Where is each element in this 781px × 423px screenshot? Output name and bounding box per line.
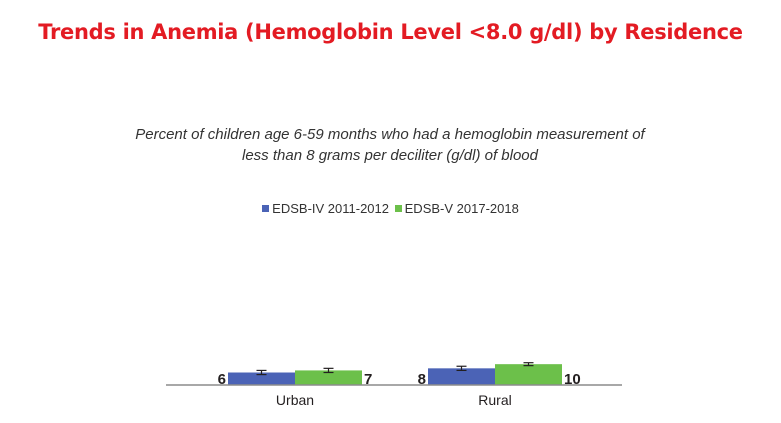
bar-rural-series-2 xyxy=(495,364,562,385)
bar-rural-series-1 xyxy=(428,368,495,385)
data-label-rural-series-1: 8 xyxy=(418,371,426,388)
data-label-urban-series-2: 7 xyxy=(364,371,372,388)
legend-label-edsb-v: EDSB-V 2017-2018 xyxy=(404,201,519,216)
bar-urban-series-2 xyxy=(295,370,362,385)
category-label-urban: Urban xyxy=(276,392,314,408)
category-label-rural: Rural xyxy=(478,392,511,408)
legend-swatch-edsb-v xyxy=(394,205,402,212)
chart-title: Trends in Anemia (Hemoglobin Level <8.0 … xyxy=(38,20,743,44)
legend-swatch-edsb-iv xyxy=(262,205,270,212)
legend-label-edsb-iv: EDSB-IV 2011-2012 xyxy=(272,201,390,216)
legend-item-edsb-v: EDSB-V 2017-2018 xyxy=(394,201,519,216)
data-label-urban-series-1: 6 xyxy=(218,371,226,388)
subtitle-line-1: Percent of children age 6-59 months who … xyxy=(135,126,645,143)
chart-subtitle: Percent of children age 6-59 months who … xyxy=(90,124,690,166)
legend-item-edsb-iv: EDSB-IV 2011-2012 xyxy=(262,201,389,216)
bar-urban-series-1 xyxy=(228,372,295,385)
subtitle-line-2: less than 8 grams per deciliter (g/dl) o… xyxy=(242,147,538,164)
data-label-rural-series-2: 10 xyxy=(564,371,581,388)
chart-legend: EDSB-IV 2011-2012 EDSB-V 2017-2018 xyxy=(0,201,781,216)
